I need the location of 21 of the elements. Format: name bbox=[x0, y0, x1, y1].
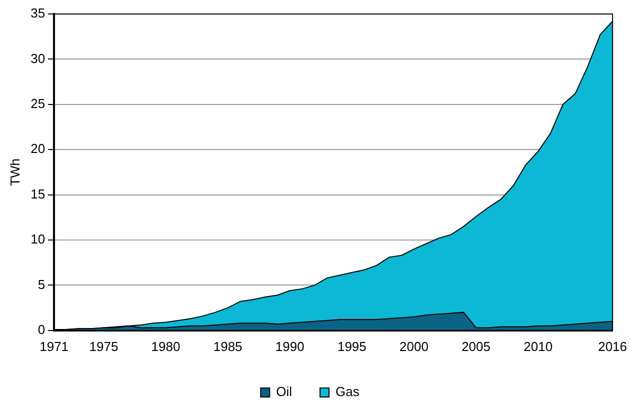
x-tick-label: 1971 bbox=[40, 338, 69, 354]
y-tick-label: 25 bbox=[30, 96, 46, 111]
x-tick-label: 1995 bbox=[337, 338, 366, 354]
x-tick-label: 1985 bbox=[213, 338, 242, 354]
x-tick-label: 1990 bbox=[275, 338, 304, 354]
x-tick-label: 1980 bbox=[151, 338, 180, 354]
legend-label: Oil bbox=[276, 384, 292, 400]
x-tick-label: 1975 bbox=[89, 338, 118, 354]
legend-label: Gas bbox=[336, 384, 360, 400]
x-tick-label: 2000 bbox=[400, 338, 428, 354]
x-tick-label: 2016 bbox=[598, 338, 627, 354]
y-tick-label: 15 bbox=[30, 186, 46, 202]
y-tick-label: 30 bbox=[30, 50, 46, 66]
y-tick-label: 5 bbox=[38, 276, 46, 292]
y-tick-label: 35 bbox=[30, 6, 46, 21]
y-tick-label: 20 bbox=[30, 141, 46, 156]
y-tick-label: 0 bbox=[38, 322, 46, 337]
x-tick-label: 2010 bbox=[524, 338, 553, 354]
x-tick-label: 2005 bbox=[462, 338, 490, 354]
y-tick-label: 10 bbox=[30, 232, 46, 247]
y-axis-title: TWh bbox=[7, 158, 22, 186]
